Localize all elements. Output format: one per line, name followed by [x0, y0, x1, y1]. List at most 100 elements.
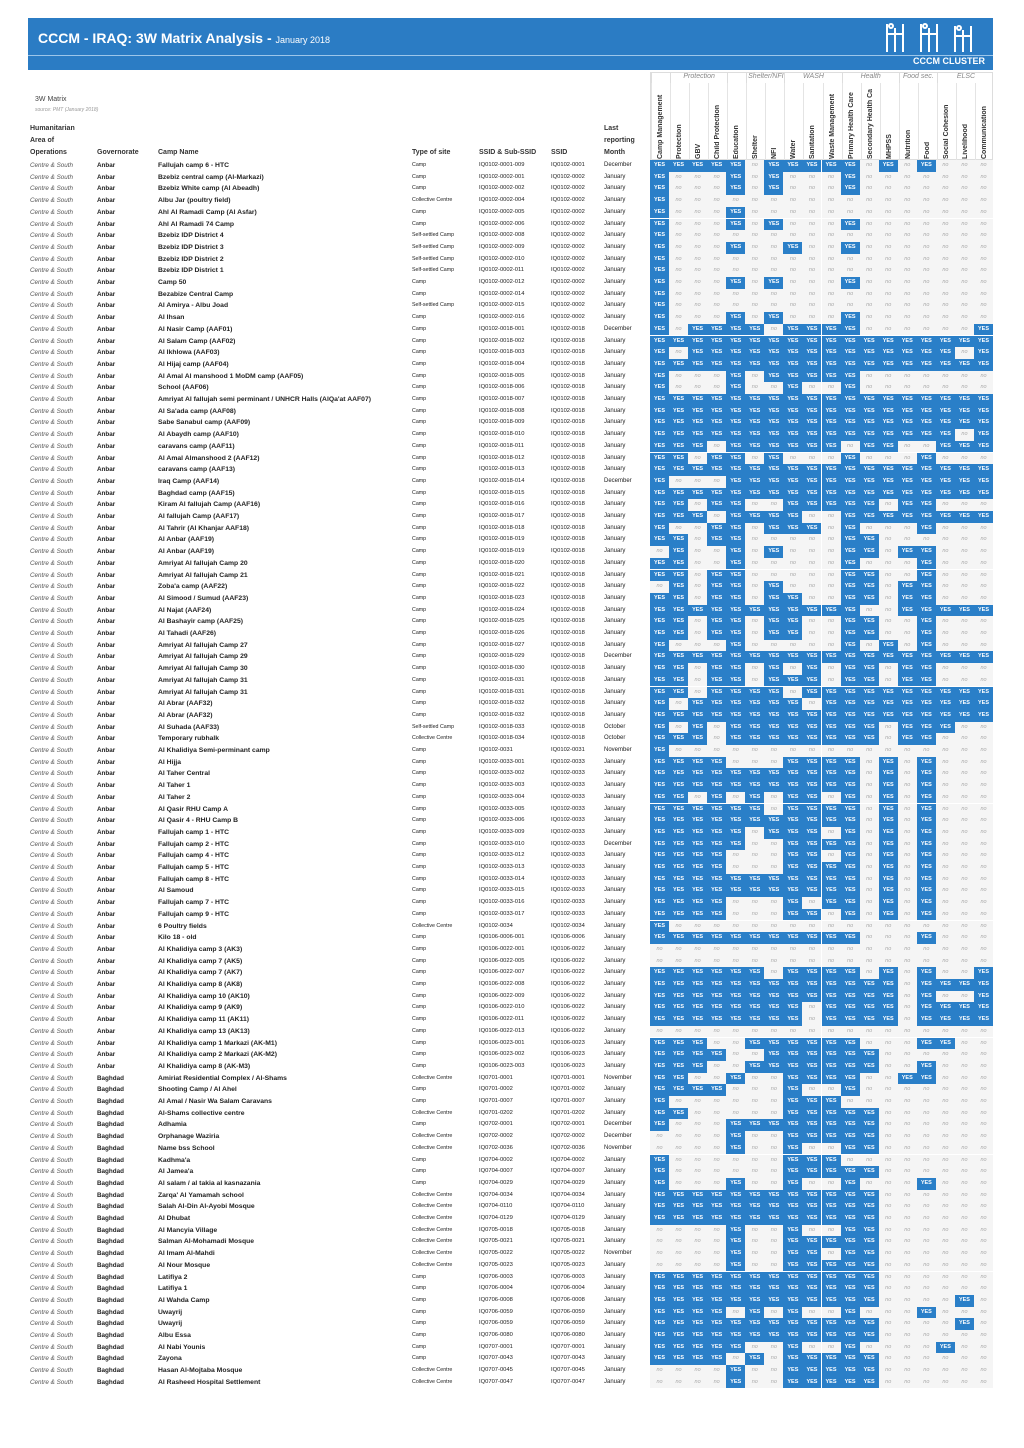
area-cell: Centre & South: [30, 1261, 74, 1269]
status-no: no: [935, 1353, 955, 1366]
status-yes: YES: [878, 756, 898, 769]
status-no: no: [916, 1189, 936, 1202]
status-no: no: [897, 1014, 917, 1026]
status-yes: YES: [707, 628, 727, 640]
ssid-cell: IQ0102-0033: [551, 758, 585, 765]
status-no: no: [764, 265, 784, 277]
ssid-sub-cell: IQ0106-0023-001: [479, 1039, 525, 1046]
ssid-cell: IQ0102-0018: [551, 489, 585, 496]
status-yes: YES: [916, 908, 936, 921]
ssid-sub-cell: IQ0705-0023: [479, 1261, 513, 1268]
status-no: no: [974, 382, 994, 394]
site-type-cell: Collective Centre: [412, 922, 453, 929]
status-yes: YES: [726, 979, 746, 991]
status-no: no: [707, 1154, 727, 1167]
camp-name-cell: Amriyat Al fallujah semi perminant / UNH…: [158, 396, 371, 403]
status-yes: YES: [802, 394, 822, 406]
ssid-cell: IQ0102-0018: [551, 477, 585, 484]
sector-label: Protection: [676, 124, 684, 159]
site-type-cell: Camp: [412, 489, 427, 496]
governorate-cell: Anbar: [97, 185, 116, 193]
status-yes: YES: [840, 604, 860, 617]
status-yes: YES: [802, 979, 822, 991]
ssid-sub-cell: IQ0102-0018-014: [479, 477, 525, 484]
governorate-cell: Baghdad: [97, 1355, 124, 1363]
governorate-cell: Anbar: [97, 782, 116, 790]
ssid-sub-cell: IQ0102-0033-016: [479, 899, 525, 906]
camp-name-cell: Albu Jar (poultry field): [158, 197, 231, 205]
status-yes: YES: [821, 323, 841, 336]
status-no: no: [935, 873, 955, 886]
governorate-cell: Anbar: [97, 981, 116, 988]
status-yes: YES: [974, 709, 994, 722]
sector-column-header: MHPSS: [879, 83, 899, 161]
status-yes: YES: [783, 1271, 803, 1284]
status-yes: YES: [688, 803, 708, 816]
status-no: no: [726, 1037, 746, 1050]
status-yes: YES: [726, 604, 746, 617]
status-no: no: [878, 288, 898, 301]
area-cell: Centre & South: [30, 782, 74, 790]
status-no: no: [974, 1306, 994, 1319]
status-yes: YES: [916, 1060, 936, 1073]
governorate-cell: Anbar: [97, 747, 116, 754]
status-no: no: [726, 253, 746, 266]
status-no: no: [974, 1294, 994, 1307]
status-yes: YES: [802, 1201, 822, 1213]
status-yes: YES: [783, 1037, 803, 1050]
table-row: Centre & South Baghdad Al Rasheed Hospital…: [0, 1376, 1024, 1389]
ssid-cell: IQ0102-0018: [551, 594, 585, 601]
governorate-cell: Anbar: [97, 360, 116, 368]
ssid-cell: IQ0102-0018: [551, 337, 585, 344]
status-yes: YES: [935, 721, 955, 734]
ssid-cell: IQ0102-0018: [551, 653, 585, 660]
status-yes: YES: [840, 218, 860, 231]
status-yes: YES: [935, 511, 955, 523]
camp-name-cell: Amriyat Al fallujah Camp 21: [158, 571, 248, 579]
status-yes: YES: [688, 721, 708, 734]
status-yes: YES: [669, 1318, 689, 1330]
area-cell: Centre & South: [30, 934, 74, 942]
status-yes: YES: [650, 335, 669, 348]
status-yes: YES: [707, 967, 727, 979]
status-yes: YES: [954, 1014, 974, 1026]
month-cell: January: [604, 1156, 626, 1163]
status-no: no: [764, 967, 784, 979]
site-type-cell: Camp: [412, 770, 427, 777]
status-yes: YES: [878, 803, 898, 816]
status-yes: YES: [821, 885, 841, 898]
status-yes: YES: [650, 370, 669, 383]
status-yes: YES: [783, 1002, 803, 1015]
status-yes: YES: [745, 815, 765, 827]
status-yes: YES: [859, 464, 879, 476]
status-yes: YES: [669, 1271, 689, 1284]
status-yes: YES: [745, 464, 765, 476]
status-yes: YES: [802, 370, 822, 383]
table-row: Centre & South Anbar Bzebiz central camp (…: [0, 171, 1024, 184]
month-cell: January: [604, 875, 626, 882]
status-yes: YES: [726, 838, 746, 851]
status-no: no: [916, 1107, 936, 1120]
status-no: no: [916, 171, 936, 184]
status-no: no: [916, 265, 936, 277]
status-yes: YES: [688, 1318, 708, 1330]
governorate-cell: Baghdad: [97, 1109, 124, 1117]
status-no: no: [954, 1166, 974, 1178]
status-yes: YES: [954, 979, 974, 991]
ssid-sub-cell: IQ0102-0033-005: [479, 805, 525, 812]
ssid-cell: IQ0704-0129: [551, 1215, 585, 1221]
table-row: Centre & South Anbar Al Sa'ada camp (AAF08…: [0, 405, 1024, 418]
status-yes: YES: [821, 721, 841, 734]
status-yes: YES: [726, 1376, 746, 1389]
status-no: no: [859, 1037, 879, 1050]
status-no: no: [916, 1376, 936, 1389]
status-no: no: [974, 1236, 994, 1249]
status-no: no: [707, 1259, 727, 1272]
status-no: no: [974, 920, 994, 933]
status-yes: YES: [707, 897, 727, 909]
camp-name-cell: Shooting Camp / Al Ahel: [158, 1086, 237, 1094]
status-no: no: [726, 850, 746, 862]
status-yes: YES: [840, 1201, 860, 1213]
camp-name-cell: Al Rasheed Hospital Settlement: [158, 1378, 261, 1386]
status-yes: YES: [650, 218, 669, 231]
